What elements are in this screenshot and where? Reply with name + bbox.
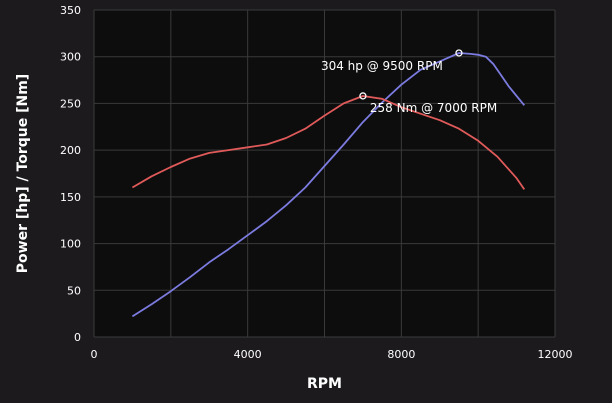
y-tick-label: 150	[60, 191, 81, 204]
annotation-label: 258 Nm @ 7000 RPM	[370, 101, 497, 115]
x-tick-label: 8000	[387, 348, 415, 361]
x-axis-label: RPM	[307, 376, 342, 392]
annotation-marker	[359, 92, 367, 100]
y-tick-label: 0	[74, 331, 81, 344]
x-tick-label: 12000	[538, 348, 573, 361]
y-tick-label: 200	[60, 144, 81, 157]
y-axis-label: Power [hp] / Torque [Nm]	[15, 74, 31, 273]
annotations: 304 hp @ 9500 RPM 258 Nm @ 7000 RPM	[321, 49, 497, 115]
y-tick-label: 350	[60, 4, 81, 17]
x-tick-label: 4000	[234, 348, 262, 361]
x-tick-label: 0	[91, 348, 98, 361]
torque-line	[131, 95, 526, 190]
power-line	[131, 52, 525, 318]
y-tick-label: 250	[60, 97, 81, 110]
ticks: 0 50 100 150 200 250 300 350 0 4000 8000 12000	[60, 4, 573, 361]
series-layer	[131, 52, 526, 318]
grid	[93, 9, 556, 338]
y-tick-label: 300	[60, 51, 81, 64]
y-tick-label: 100	[60, 238, 81, 251]
annotation-label: 304 hp @ 9500 RPM	[321, 59, 443, 73]
y-tick-label: 50	[67, 284, 81, 297]
annotation-marker	[455, 49, 463, 57]
